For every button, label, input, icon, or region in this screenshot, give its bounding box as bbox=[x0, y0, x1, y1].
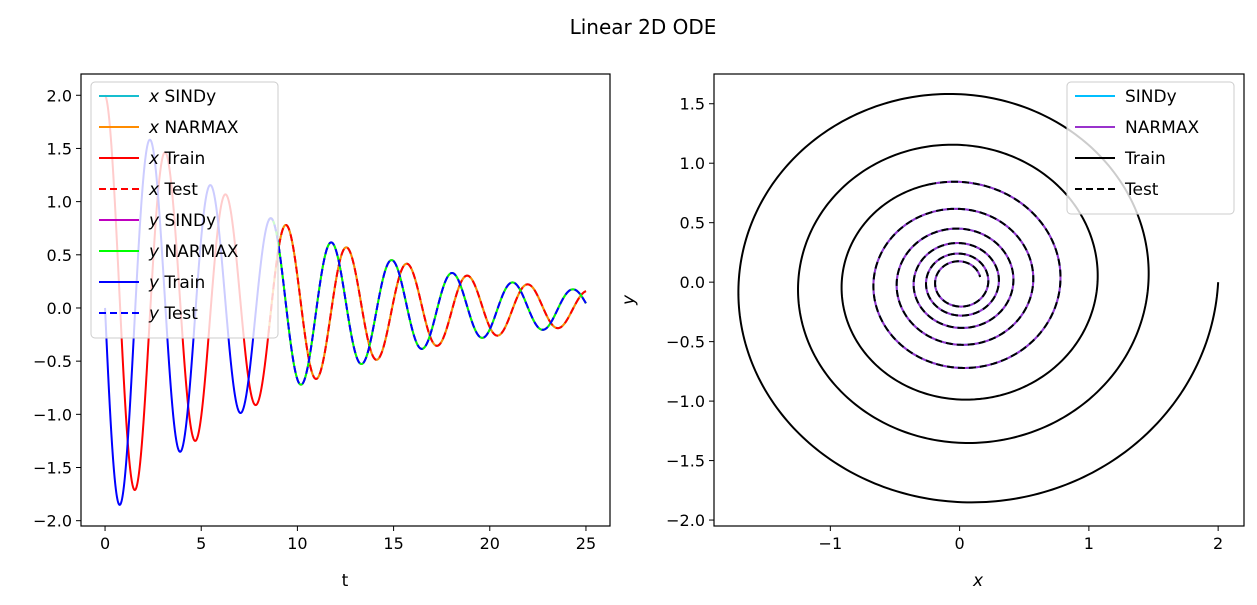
y-tick-label: 0.0 bbox=[47, 299, 72, 318]
legend-entry: Train bbox=[1124, 149, 1166, 169]
legend-entry: y Test bbox=[148, 304, 198, 324]
x-tick-label: −1 bbox=[819, 534, 843, 553]
legend-entry: y SINDy bbox=[148, 211, 216, 231]
x-tick-label: 20 bbox=[480, 534, 500, 553]
legend-entry: y Train bbox=[148, 273, 205, 293]
legend-frame bbox=[90, 81, 279, 339]
series-line-y-train bbox=[104, 138, 270, 506]
series-line-y-test bbox=[267, 217, 587, 386]
y-tick-label: 0.5 bbox=[680, 214, 705, 233]
legend-entry: x Train bbox=[148, 149, 205, 169]
legend-entry: x NARMAX bbox=[148, 118, 239, 138]
y-tick-label: −1.5 bbox=[33, 459, 72, 478]
phase-portrait-ticks: −1 0 1 2 −2.0 −1.5 −1.0 −0.5 0.0 0.5 1.0 1.5 bbox=[666, 95, 1223, 553]
x-tick-label: 0 bbox=[100, 534, 110, 553]
phase-portrait-legend: SINDy NARMAX Train Test bbox=[1066, 81, 1235, 215]
y-tick-label: −2.0 bbox=[33, 512, 72, 531]
y-tick-label: 0.0 bbox=[680, 273, 705, 292]
phase-portrait-plot: −1 0 1 2 −2.0 −1.5 −1.0 −0.5 0.0 0.5 1.0 1.5 x y SI… bbox=[619, 73, 1245, 591]
series-line-y-sindy bbox=[267, 217, 587, 386]
figure-title: Linear 2D ODE bbox=[570, 15, 717, 39]
y-tick-label: −0.5 bbox=[666, 333, 705, 352]
x-tick-label: 15 bbox=[383, 534, 403, 553]
phase-portrait-frame bbox=[713, 73, 1245, 527]
x-tick-label: 10 bbox=[287, 534, 307, 553]
time-series-xlabel: t bbox=[342, 571, 349, 591]
y-tick-label: −1.5 bbox=[666, 452, 705, 471]
time-series-legend: x SINDy x NARMAX x Train x Test y SINDy y NAR… bbox=[90, 81, 279, 339]
phase-portrait-ylabel: y bbox=[619, 294, 639, 306]
legend-entry: SINDy bbox=[1125, 87, 1177, 107]
phase-portrait-lines bbox=[737, 92, 1220, 504]
y-tick-label: 2.0 bbox=[47, 86, 72, 105]
y-tick-label: 1.0 bbox=[47, 193, 72, 212]
x-tick-label: 0 bbox=[955, 534, 965, 553]
legend-entry: x SINDy bbox=[148, 87, 216, 107]
time-series-ticks: 0 5 10 15 20 25 −2.0 −1.5 −1.0 −0.5 0.0 0.5 1.0 1.5 2.… bbox=[33, 86, 596, 553]
legend-entry: NARMAX bbox=[1125, 118, 1199, 138]
y-tick-label: 1.0 bbox=[680, 154, 705, 173]
legend-entry: Test bbox=[1124, 180, 1159, 200]
time-series-lines bbox=[104, 94, 587, 506]
y-tick-label: −0.5 bbox=[33, 352, 72, 371]
y-tick-label: 0.5 bbox=[47, 246, 72, 265]
series-line-x-test bbox=[267, 223, 587, 380]
series-line-x-narmax bbox=[267, 223, 587, 380]
x-tick-label: 2 bbox=[1213, 534, 1223, 553]
y-tick-label: 1.5 bbox=[680, 95, 705, 114]
x-tick-label: 25 bbox=[576, 534, 596, 553]
y-tick-label: −1.0 bbox=[666, 392, 705, 411]
series-line-test bbox=[872, 180, 1062, 369]
series-line-train bbox=[737, 92, 1220, 504]
series-line-x-sindy bbox=[267, 223, 587, 380]
phase-portrait-xlabel: x bbox=[972, 571, 984, 591]
legend-entry: x Test bbox=[148, 180, 198, 200]
x-tick-label: 5 bbox=[196, 534, 206, 553]
y-tick-label: −1.0 bbox=[33, 405, 72, 424]
series-line-y-narmax bbox=[267, 217, 587, 386]
legend-frame bbox=[1066, 81, 1235, 215]
time-series-plot: 0 5 10 15 20 25 −2.0 −1.5 −1.0 −0.5 0.0 0.5 1.0 1.5 2.… bbox=[33, 73, 611, 591]
legend-entry: y NARMAX bbox=[148, 242, 239, 262]
y-tick-label: −2.0 bbox=[666, 511, 705, 530]
y-tick-label: 1.5 bbox=[47, 139, 72, 158]
time-series-frame bbox=[80, 73, 611, 527]
x-tick-label: 1 bbox=[1084, 534, 1094, 553]
